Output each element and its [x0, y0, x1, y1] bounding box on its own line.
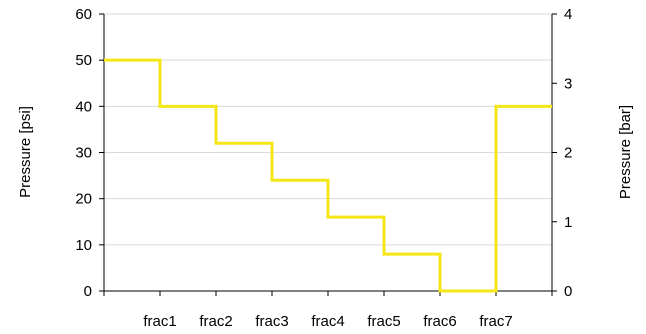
- y-right-tick-label: 0: [564, 283, 572, 300]
- y-right-tick-label: 2: [564, 145, 572, 162]
- y-left-tick-label: 30: [75, 145, 92, 162]
- x-tick-label: frac2: [199, 313, 232, 330]
- y-left-tick-label: 50: [75, 52, 92, 69]
- y-axis-left: 0 10 20 30 40 50 60: [75, 6, 105, 300]
- x-tick-label: frac6: [423, 313, 456, 330]
- y-left-tick-label: 10: [75, 237, 92, 254]
- x-tick-label: frac7: [479, 313, 512, 330]
- x-tick-label: frac1: [143, 313, 176, 330]
- x-tick-label: frac5: [367, 313, 400, 330]
- y-right-tick-label: 3: [564, 75, 572, 92]
- series-line: [104, 58, 552, 293]
- y-right-tick-label: 4: [564, 6, 572, 23]
- x-tick-label: frac4: [311, 313, 344, 330]
- y-right-tick-label: 1: [564, 214, 572, 231]
- y-left-tick-label: 60: [75, 6, 92, 23]
- y-axis-right-title: Pressure [bar]: [617, 105, 634, 199]
- y-axis-left-title: Pressure [psi]: [17, 106, 34, 198]
- y-left-tick-label: 40: [75, 98, 92, 115]
- x-axis: frac1 frac2 frac3 frac4 frac5 frac6 frac7: [103, 290, 553, 330]
- series-group: [104, 58, 552, 293]
- y-axis-right: 0 1 2 3 4: [551, 6, 572, 300]
- y-left-tick-label: 20: [75, 191, 92, 208]
- y-left-tick-label: 0: [84, 283, 92, 300]
- x-tick-label: frac3: [255, 313, 288, 330]
